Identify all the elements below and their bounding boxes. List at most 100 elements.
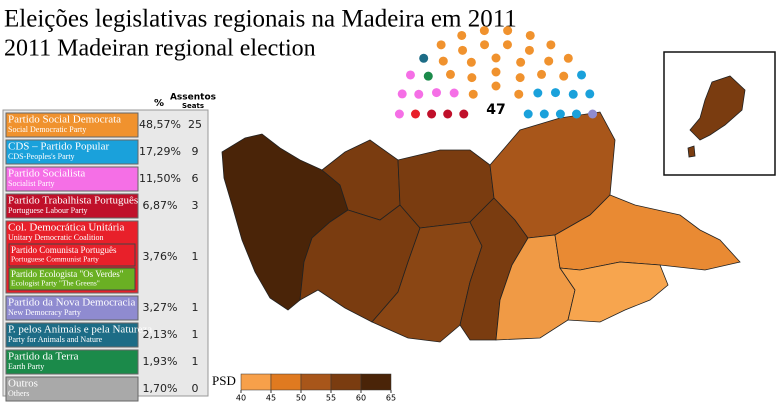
seat xyxy=(524,45,534,55)
party-name: Partido Social Democrata xyxy=(8,114,121,126)
seat xyxy=(468,89,478,99)
seat xyxy=(427,109,437,119)
member-name: Partido Ecologista "Os Verdes" xyxy=(11,269,124,279)
party-name: CDS – Partido Popular xyxy=(8,141,109,153)
percent: 6,87% xyxy=(143,199,178,212)
legend-tick-label: 55 xyxy=(326,394,336,403)
seat xyxy=(405,70,415,80)
seat xyxy=(544,56,554,66)
seat xyxy=(502,40,512,50)
seat xyxy=(432,88,442,98)
seats: 1 xyxy=(192,301,199,314)
seat xyxy=(550,88,560,98)
seat xyxy=(503,26,513,36)
inset-frame xyxy=(663,51,776,176)
legend-swatch xyxy=(330,373,362,391)
party-name: P. pelos Animais e pela Natureza xyxy=(8,324,152,336)
party-name-en: New Democracy Party xyxy=(8,308,81,317)
party-name: Partido Trabalhista Português xyxy=(8,195,138,207)
seat xyxy=(466,57,476,67)
percent: 3,76% xyxy=(143,250,178,263)
party-name-en: CDS-Peoples's Party xyxy=(8,152,75,161)
title: Eleições legislativas regionais na Madei… xyxy=(4,6,517,33)
seat xyxy=(457,30,467,40)
legend-tick-label: 50 xyxy=(296,394,306,403)
header-percent: % xyxy=(154,98,164,109)
seat xyxy=(588,109,598,119)
legend-swatch xyxy=(240,373,272,391)
seat xyxy=(523,109,533,119)
seat xyxy=(515,73,525,83)
legend-tick-label: 40 xyxy=(236,394,246,403)
party-name-en: Party for Animals and Nature xyxy=(8,335,103,344)
member-name-en: Ecologist Party "The Greens" xyxy=(11,279,100,288)
legend-tick-label: 65 xyxy=(386,394,396,403)
party-name: Outros xyxy=(8,378,38,390)
percent: 3,27% xyxy=(143,301,178,314)
seat xyxy=(394,109,404,119)
seat xyxy=(572,109,581,119)
seat xyxy=(537,69,547,79)
seat xyxy=(514,89,524,99)
seat xyxy=(480,40,490,50)
seat xyxy=(467,73,477,83)
party-box xyxy=(5,376,139,402)
seat xyxy=(491,53,501,63)
region xyxy=(559,261,669,323)
party-box xyxy=(5,295,139,321)
party-box xyxy=(5,139,139,165)
seat xyxy=(585,89,595,99)
seat xyxy=(568,89,578,99)
seat xyxy=(449,88,459,98)
seat xyxy=(577,70,587,80)
party-box xyxy=(5,193,139,219)
party-name-en: Socialist Party xyxy=(8,179,54,188)
member-box xyxy=(8,267,136,291)
party-name-en: Earth Party xyxy=(8,362,44,371)
party-box xyxy=(5,112,139,138)
seat xyxy=(555,109,565,119)
seat xyxy=(516,57,526,67)
legend-swatch xyxy=(270,373,302,391)
party-name-en: Unitary Democratic Coalition xyxy=(8,233,104,242)
seat xyxy=(436,40,446,50)
header-seats-en: Seats xyxy=(182,102,204,110)
party-box xyxy=(5,166,139,192)
map xyxy=(221,75,746,343)
subtitle: 2011 Madeiran regional election xyxy=(4,36,316,62)
party-name: Partido da Nova Democracia xyxy=(8,297,135,309)
percent: 1,93% xyxy=(143,355,178,368)
seat xyxy=(491,81,501,91)
seats: 9 xyxy=(192,145,199,158)
seat xyxy=(539,109,549,119)
percent: 1,70% xyxy=(143,382,178,395)
percent: 17,29% xyxy=(139,145,181,158)
seat-total: 47 xyxy=(486,102,505,118)
seat xyxy=(438,56,448,66)
legend-swatch xyxy=(300,373,332,391)
seat xyxy=(479,26,489,36)
party-name: Partido da Terra xyxy=(8,351,79,363)
seat xyxy=(563,53,573,63)
seat xyxy=(525,30,535,40)
percent: 11,50% xyxy=(139,172,181,185)
seat xyxy=(397,89,407,99)
seat xyxy=(445,69,455,79)
legend-swatch xyxy=(360,373,392,391)
inset-island xyxy=(689,75,746,141)
seats: 0 xyxy=(192,382,199,395)
member-name-en: Portuguese Communist Party xyxy=(11,255,99,264)
seat xyxy=(491,67,501,77)
seat xyxy=(546,40,556,50)
party-name-en: Social Democratic Party xyxy=(8,125,86,134)
percent: 48,57% xyxy=(139,118,181,131)
legend-tick-label: 45 xyxy=(266,394,276,403)
member-box xyxy=(8,243,136,267)
seat xyxy=(423,71,433,81)
seats: 1 xyxy=(192,355,199,368)
seats: 25 xyxy=(188,118,202,131)
party-name: Col. Democrática Unitária xyxy=(8,222,124,234)
legend-title: PSD xyxy=(212,373,236,388)
